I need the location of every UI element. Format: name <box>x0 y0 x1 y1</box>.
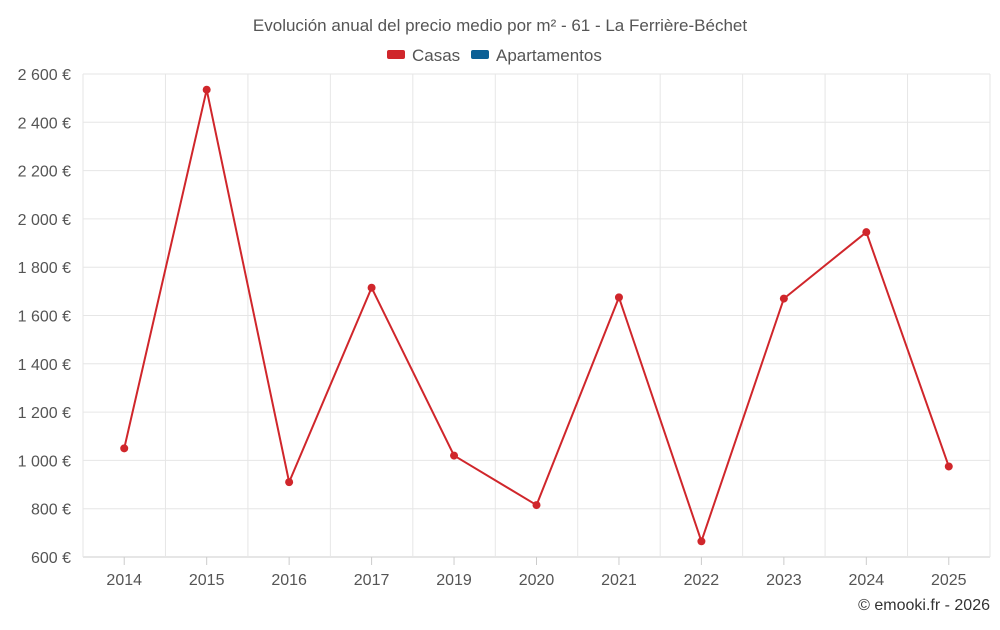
x-tick-label: 2024 <box>849 572 885 589</box>
x-tick-label: 2016 <box>271 572 307 589</box>
legend-swatch-casas <box>387 50 405 59</box>
legend-item-casas[interactable]: Casas <box>387 46 460 65</box>
x-tick-label: 2023 <box>766 572 802 589</box>
x-tick-label: 2014 <box>106 572 142 589</box>
legend-label-apartamentos: Apartamentos <box>496 46 602 65</box>
data-point-2022[interactable] <box>697 537 706 546</box>
x-tick-label: 2021 <box>601 572 637 589</box>
x-tick-label: 2025 <box>931 572 967 589</box>
y-tick-label: 600 € <box>31 550 71 567</box>
data-point-2017[interactable] <box>367 283 376 292</box>
legend-swatch-apartamentos <box>471 50 489 59</box>
y-tick-label: 1 000 € <box>18 453 71 470</box>
y-tick-label: 1 200 € <box>18 405 71 422</box>
x-tick-label: 2015 <box>189 572 225 589</box>
y-tick-label: 1 400 € <box>18 357 71 374</box>
data-point-2016[interactable] <box>285 478 294 487</box>
data-point-2025[interactable] <box>944 462 953 471</box>
data-point-2024[interactable] <box>862 228 871 237</box>
data-point-2019[interactable] <box>450 451 459 460</box>
data-point-2020[interactable] <box>532 501 541 510</box>
y-tick-label: 2 000 € <box>18 212 71 229</box>
data-point-2015[interactable] <box>202 85 211 94</box>
y-tick-label: 1 800 € <box>18 260 71 277</box>
x-axis-ticks: 2014 2015 2016 2017 2019 2020 2021 2022 2023 2024… <box>106 557 967 589</box>
legend-item-apartamentos[interactable]: Apartamentos <box>471 46 602 65</box>
chart-title: Evolución anual del precio medio por m² … <box>253 16 747 35</box>
y-tick-label: 800 € <box>31 502 71 519</box>
y-tick-label: 1 600 € <box>18 309 71 326</box>
y-tick-label: 2 400 € <box>18 115 71 132</box>
x-tick-label: 2020 <box>519 572 555 589</box>
x-tick-label: 2019 <box>436 572 472 589</box>
credit-text: © emooki.fr - 2026 <box>858 597 990 614</box>
data-point-2021[interactable] <box>614 293 623 302</box>
y-tick-label: 2 600 € <box>18 67 71 84</box>
legend: Casas Apartamentos <box>387 46 602 65</box>
x-tick-label: 2017 <box>354 572 390 589</box>
data-point-2014[interactable] <box>120 444 129 453</box>
series-casas <box>120 85 953 546</box>
legend-label-casas: Casas <box>412 46 460 65</box>
y-tick-label: 2 200 € <box>18 164 71 181</box>
gridlines <box>82 73 991 558</box>
y-axis-ticks: 600 € 800 € 1 000 € 1 200 € 1 400 € 1 600 € 1 … <box>18 67 71 567</box>
data-point-2023[interactable] <box>779 294 788 303</box>
x-tick-label: 2022 <box>684 572 720 589</box>
